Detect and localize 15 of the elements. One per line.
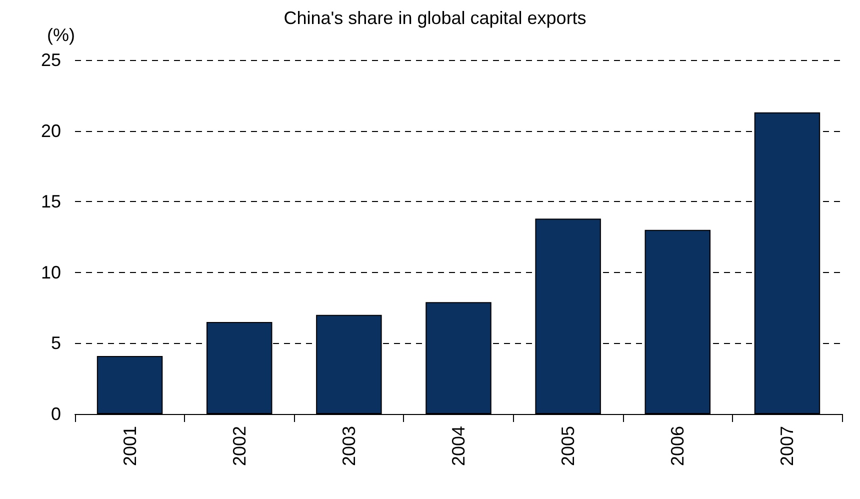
y-tick-label: 0	[50, 404, 61, 424]
x-tick-label: 2006	[668, 426, 688, 466]
x-tick-label: 2003	[338, 426, 359, 466]
x-tick-label: 2001	[120, 426, 140, 466]
y-tick-label: 5	[50, 333, 61, 354]
y-tick-label: 10	[40, 262, 61, 282]
y-tick-label: 20	[40, 120, 61, 141]
chart-title: China's share in global capital exports	[284, 8, 586, 28]
x-tick-label: 2002	[229, 426, 250, 466]
x-tick-label: 2004	[448, 426, 468, 466]
y-axis-title: (%)	[47, 25, 75, 45]
x-tick-label: 2005	[558, 426, 578, 466]
y-tick-label: 15	[40, 192, 61, 212]
y-tick-label: 25	[40, 50, 61, 70]
x-tick-label: 2007	[777, 426, 798, 466]
